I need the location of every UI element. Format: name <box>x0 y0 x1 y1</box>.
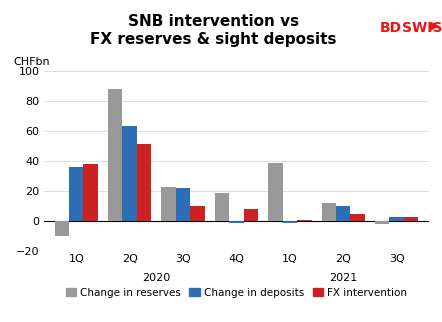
Bar <box>190 206 205 221</box>
Bar <box>283 221 297 223</box>
Bar <box>122 127 137 221</box>
Text: SNB intervention vs
FX reserves & sight deposits: SNB intervention vs FX reserves & sight … <box>90 14 337 47</box>
Text: 2021: 2021 <box>329 273 358 283</box>
Bar <box>389 217 404 221</box>
Bar <box>55 221 69 236</box>
Bar <box>244 209 258 221</box>
Bar <box>69 167 84 221</box>
Text: ▶: ▶ <box>431 21 440 31</box>
Bar <box>176 188 190 221</box>
Bar <box>268 163 283 221</box>
Bar <box>375 221 389 224</box>
Bar <box>322 203 336 221</box>
Bar <box>351 213 365 221</box>
Bar <box>297 220 312 221</box>
Legend: Change in reserves, Change in deposits, FX intervention: Change in reserves, Change in deposits, … <box>61 283 412 302</box>
Bar <box>84 164 98 221</box>
Text: SWISS: SWISS <box>402 21 442 35</box>
Text: CHFbn: CHFbn <box>13 57 50 67</box>
Bar <box>137 145 151 221</box>
Bar <box>108 89 122 221</box>
Text: BD: BD <box>380 21 402 35</box>
Bar <box>404 217 418 221</box>
Bar <box>336 206 351 221</box>
Bar <box>215 193 229 221</box>
Bar <box>161 186 176 221</box>
Text: 2020: 2020 <box>142 273 171 283</box>
Bar <box>229 221 244 223</box>
